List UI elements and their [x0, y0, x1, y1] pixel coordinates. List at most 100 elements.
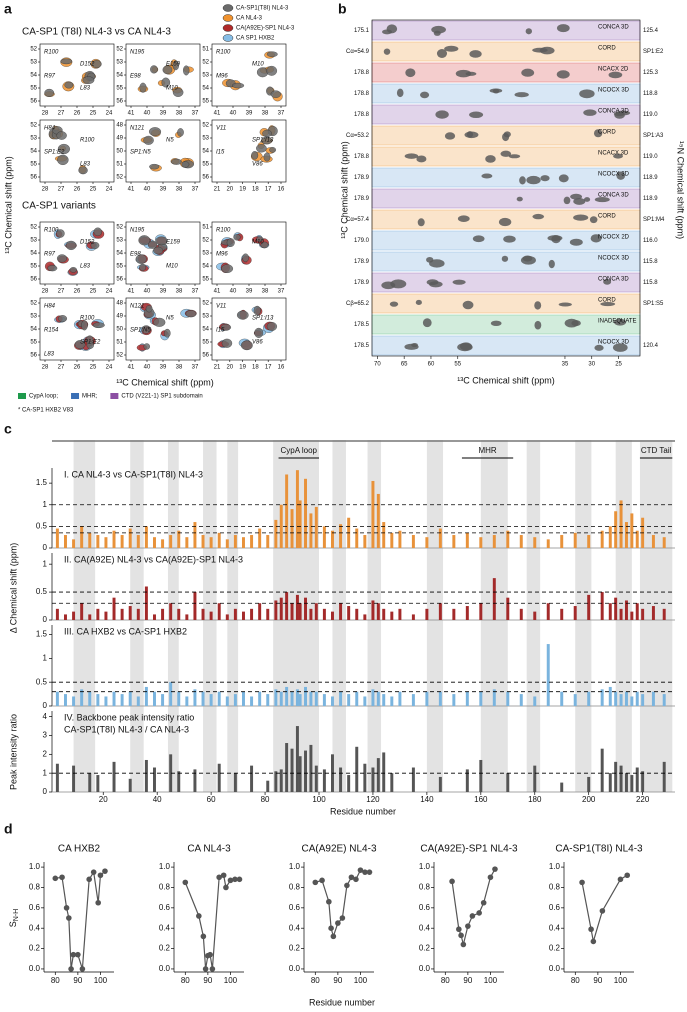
bar	[201, 691, 205, 706]
bar	[295, 470, 299, 548]
bar	[290, 603, 294, 620]
spectrum-peak	[256, 67, 269, 78]
bar	[641, 771, 645, 792]
y-tick-label: 1.0	[289, 862, 301, 871]
y-tick-label: 52	[116, 47, 123, 53]
spectrum-peak	[570, 193, 583, 200]
spectrum-peak	[149, 163, 160, 170]
experiment-label: NCOCX 2D	[598, 235, 630, 241]
x-tick-label: 16	[278, 187, 285, 193]
x-tick-label: 39	[160, 111, 167, 117]
shaded-region	[615, 440, 632, 792]
y-tick-label: 1.0	[419, 862, 431, 871]
spectrum-peak	[579, 89, 595, 99]
peak-label: L83	[80, 86, 91, 92]
peak-label: V11	[216, 304, 226, 310]
y-tick-label: 48	[116, 123, 123, 129]
bar	[64, 614, 67, 620]
y-tick-label: 55	[30, 264, 37, 270]
point	[236, 876, 243, 883]
y-tick-label: 0.8	[289, 883, 301, 892]
strip-left-label: 179.0	[354, 238, 370, 244]
panel-label: a	[4, 1, 12, 17]
bar	[258, 691, 262, 706]
point	[63, 905, 70, 911]
peak-label: N121	[130, 126, 144, 132]
bar	[304, 686, 307, 706]
bar	[371, 600, 375, 620]
x-tick-label: 39	[160, 289, 167, 295]
bar	[225, 696, 229, 706]
y-tick-label: 2	[43, 749, 48, 758]
y-tick-label: 0.6	[419, 903, 431, 912]
y-tick-label: 52	[30, 225, 37, 231]
point	[70, 951, 77, 958]
bar	[355, 528, 359, 548]
bar	[662, 761, 666, 792]
bar	[339, 524, 343, 548]
y-tick-label: 55	[30, 162, 37, 168]
x-tick-label: 100	[484, 976, 498, 985]
spectrum-peak	[220, 324, 231, 331]
experiment-label: NCOCX 3D	[598, 172, 630, 178]
spectrum-peak	[78, 166, 88, 175]
spectrum-peak	[254, 327, 264, 338]
bar	[153, 767, 156, 792]
bar	[250, 608, 254, 620]
bar	[600, 530, 604, 548]
bar	[398, 691, 402, 706]
experiment-label: NCOCX 3D	[598, 88, 630, 94]
spectrum-peak	[232, 82, 245, 89]
y-tick-label: 52	[116, 175, 123, 181]
bar	[242, 691, 245, 706]
x-tick-label: 37	[278, 289, 285, 295]
x-tick-label: 100	[94, 976, 108, 985]
spectrum-peak	[386, 24, 398, 34]
peak-label: V11	[216, 126, 226, 132]
experiment-label: NCACX 2D	[598, 67, 629, 73]
y-tick-label: 50	[116, 327, 123, 333]
spectrum-peak	[516, 196, 523, 202]
bar	[425, 691, 429, 706]
bar	[274, 600, 278, 620]
y-tick-label: 54	[116, 251, 123, 257]
point	[97, 872, 104, 879]
y-tick-label: 53	[116, 238, 123, 244]
spectrum-peak	[526, 175, 541, 185]
x-tick-label: 41	[214, 111, 221, 117]
peak-label: R100	[80, 316, 95, 322]
y-tick-label: 56	[202, 175, 209, 181]
x-tick-label: 39	[246, 111, 253, 117]
spectrum-peak	[233, 234, 241, 241]
bar	[128, 691, 132, 706]
bar	[242, 537, 245, 548]
x-tick-label: 25	[90, 289, 97, 295]
y-tick-label: 53	[116, 60, 123, 66]
bar	[382, 608, 386, 620]
x-tick-label: 140	[420, 795, 434, 804]
spectrum-peak	[614, 112, 625, 119]
x-tick-label: 24	[106, 111, 113, 117]
spectrum-peak	[236, 310, 249, 320]
peak-label: E98	[130, 74, 141, 80]
bar	[452, 694, 456, 706]
bar	[201, 608, 205, 620]
peak-label: R100	[216, 50, 231, 56]
peak-label: H84	[44, 126, 56, 132]
spectrum-peak	[415, 299, 422, 305]
spectrum-peak	[221, 338, 233, 348]
bar	[104, 611, 108, 620]
bar	[298, 603, 302, 620]
bar	[339, 767, 343, 792]
x-tick-label: 37	[278, 111, 285, 117]
spectrum-peak	[263, 152, 271, 162]
x-tick-label: 21	[214, 187, 221, 193]
point	[196, 913, 202, 919]
bar	[624, 691, 628, 706]
y-tick-label: 1	[43, 500, 48, 509]
y-tick-label: 0.6	[159, 903, 171, 912]
point	[227, 877, 234, 884]
bar	[120, 535, 124, 548]
point	[202, 966, 209, 972]
